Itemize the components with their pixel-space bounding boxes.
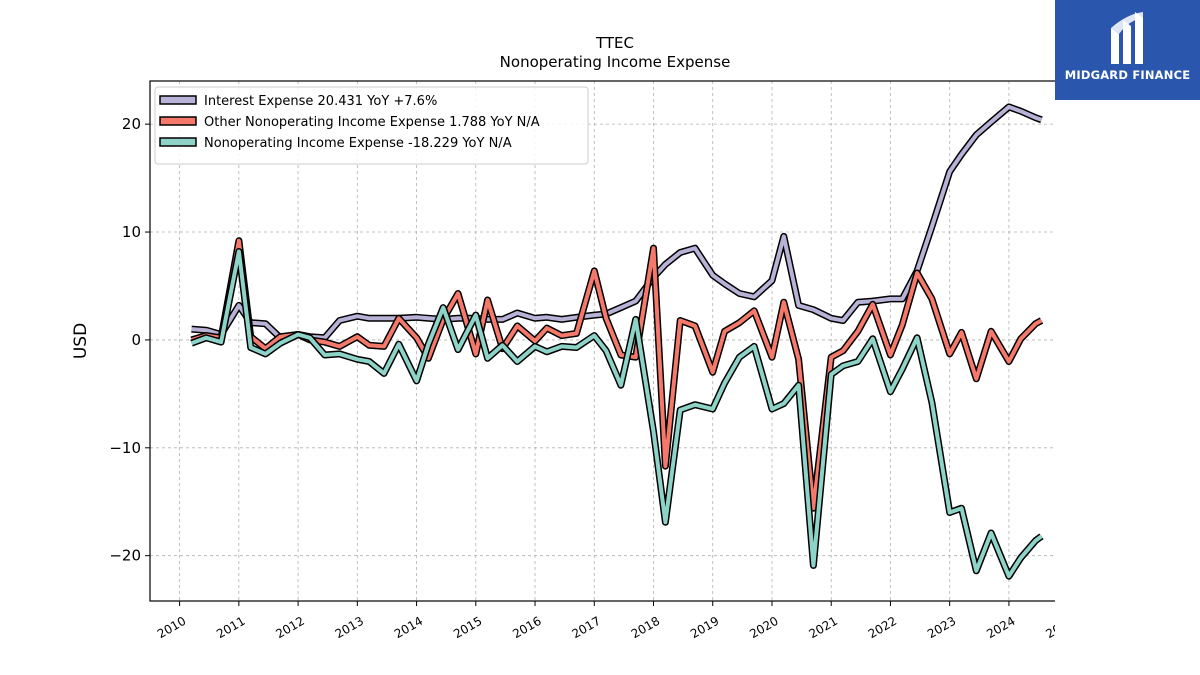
x-tick-label: 2021 <box>806 614 839 641</box>
y-tick-label: 10 <box>122 223 141 241</box>
x-tick-label: 2019 <box>688 614 721 641</box>
line-chart: TTEC Nonoperating Income Expense USD 201… <box>71 34 1055 641</box>
series-outline-3 <box>190 248 1044 580</box>
x-tick-label: 2015 <box>451 614 484 641</box>
x-tick-label: 2013 <box>333 614 366 641</box>
x-tick-label: 2023 <box>925 614 958 641</box>
legend-label-1: Interest Expense 20.431 YoY +7.6% <box>204 94 437 109</box>
y-tick-label: 0 <box>131 331 141 349</box>
y-axis-label: USD <box>71 323 91 359</box>
plot-frame <box>149 80 1055 602</box>
x-tick-label: 2011 <box>214 614 247 641</box>
x-tick-label: 2025 <box>1043 614 1055 641</box>
legend-label-3: Nonoperating Income Expense -18.229 YoY … <box>204 136 512 151</box>
legend-frame <box>154 86 589 165</box>
axis-ticks: 2010 2011 2012 2013 2014 2015 2016 2017 2018 2019… <box>109 115 1055 641</box>
legend-swatch-2 <box>159 116 197 126</box>
series-line-2 <box>190 238 1043 511</box>
legend: Interest Expense 20.431 YoY +7.6% Other N… <box>154 86 589 165</box>
x-tick-label: 2022 <box>866 614 899 641</box>
x-tick-label: 2017 <box>570 614 603 641</box>
x-tick-label: 2018 <box>629 614 662 641</box>
x-tick-label: 2020 <box>747 614 780 641</box>
logo-mark-icon <box>1111 12 1143 64</box>
y-tick-label: −20 <box>109 547 141 565</box>
series-line-3 <box>190 249 1043 579</box>
legend-swatch-3 <box>159 137 197 147</box>
x-tick-label: 2010 <box>155 614 188 641</box>
x-tick-label: 2012 <box>273 614 306 641</box>
chart-subtitle: Nonoperating Income Expense <box>500 53 731 71</box>
x-tick-label: 2016 <box>510 614 543 641</box>
series-lines <box>190 103 1044 580</box>
series-line-1 <box>191 104 1043 340</box>
logo-text: MIDGARD FINANCE <box>1064 68 1191 82</box>
legend-label-2: Other Nonoperating Income Expense 1.788 … <box>204 115 540 130</box>
y-tick-label: 20 <box>122 115 141 133</box>
x-tick-label: 2024 <box>984 614 1017 641</box>
y-tick-label: −10 <box>109 439 141 457</box>
legend-swatch-1 <box>159 95 197 105</box>
x-tick-label: 2014 <box>392 614 425 641</box>
brand-logo: MIDGARD FINANCE <box>1055 0 1200 100</box>
chart-title: TTEC <box>595 34 634 52</box>
